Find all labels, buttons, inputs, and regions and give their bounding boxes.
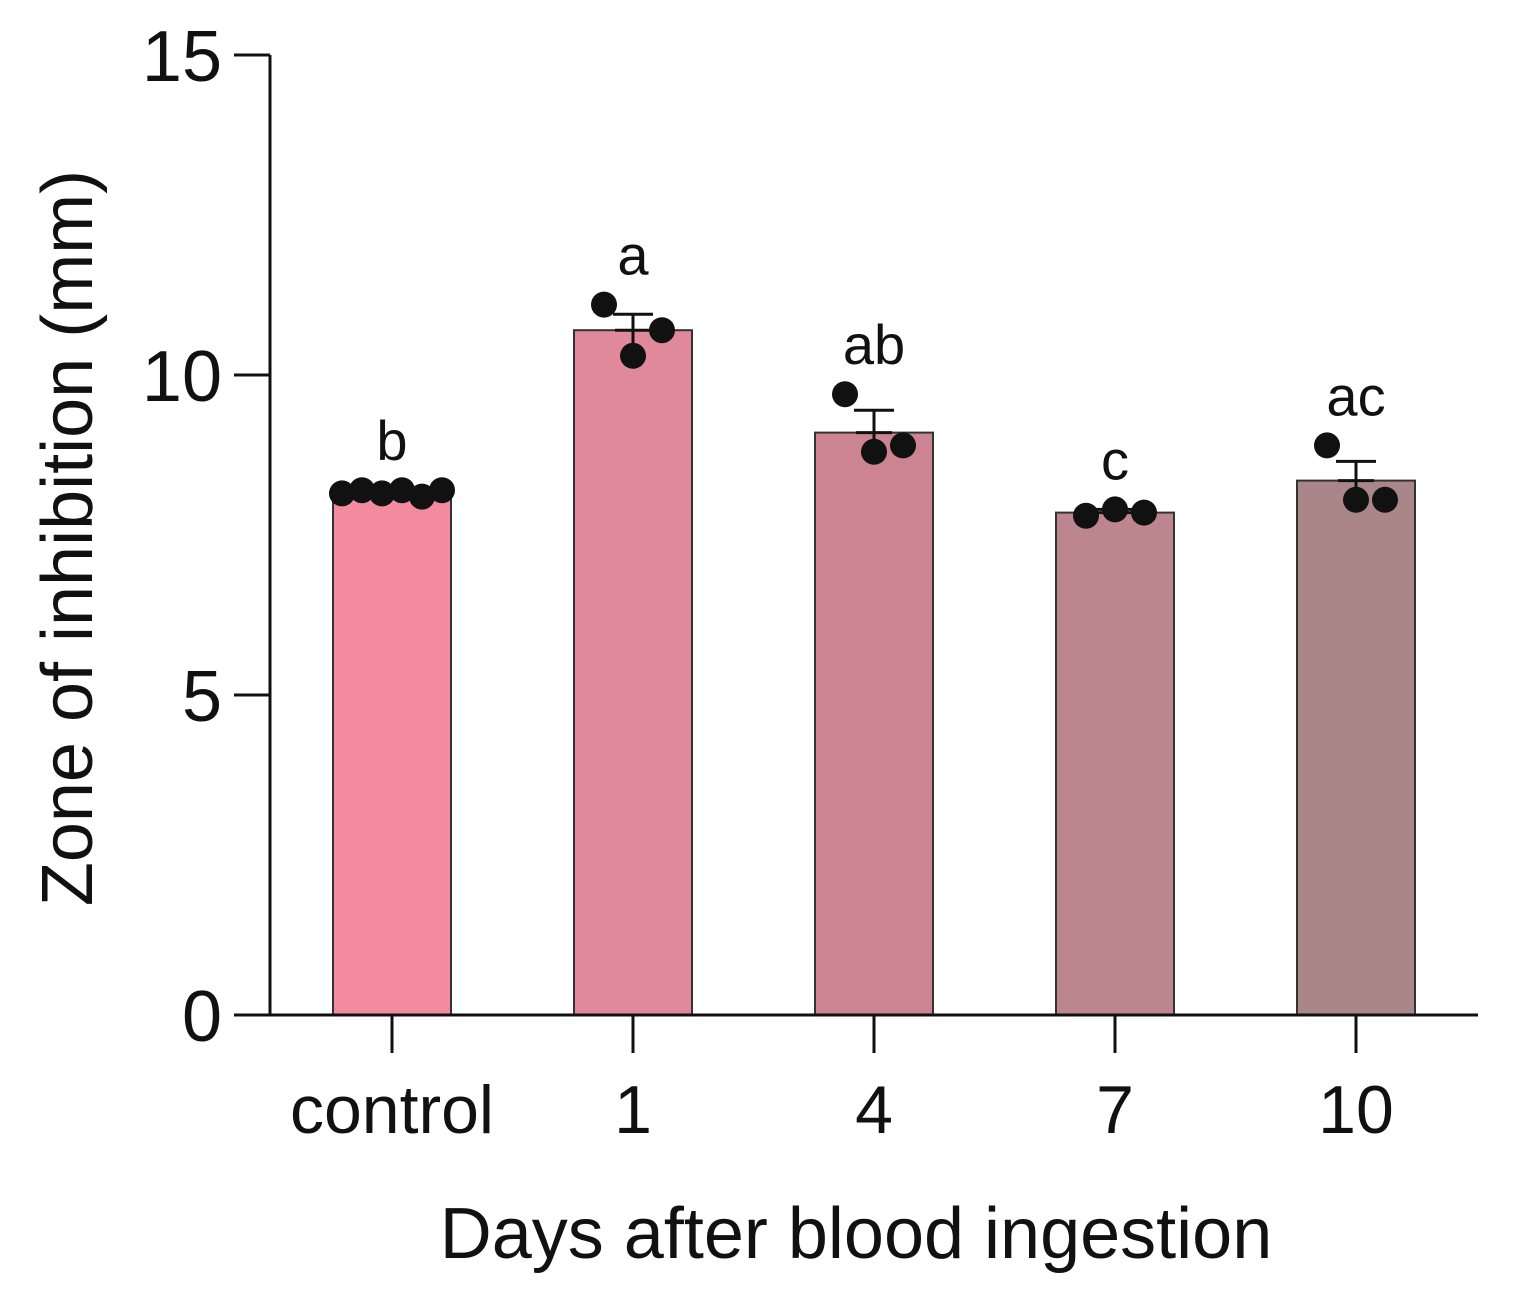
data-point bbox=[861, 438, 887, 465]
bar-7 bbox=[1055, 511, 1175, 1016]
x-axis-title: Days after blood ingestion bbox=[440, 1194, 1273, 1274]
data-point bbox=[329, 480, 355, 507]
data-point bbox=[1073, 502, 1099, 529]
bar-control bbox=[332, 492, 452, 1016]
data-point bbox=[1102, 496, 1128, 523]
x-tick-label: control bbox=[290, 1072, 494, 1148]
data-point bbox=[591, 291, 617, 318]
data-point bbox=[389, 477, 415, 504]
y-axis-title: Zone of inhibition (mm) bbox=[28, 170, 108, 906]
axes bbox=[234, 53, 1478, 1053]
bar-1 bbox=[573, 329, 693, 1016]
y-tick-label: 0 bbox=[182, 977, 222, 1057]
data-point bbox=[1131, 499, 1157, 526]
bar-10 bbox=[1296, 479, 1416, 1017]
data-points bbox=[329, 291, 1398, 529]
significance-letter: b bbox=[376, 409, 407, 472]
y-tick-label: 15 bbox=[142, 17, 222, 97]
data-point bbox=[1372, 486, 1398, 513]
data-point bbox=[1343, 486, 1369, 513]
x-tick-label: 4 bbox=[855, 1072, 893, 1148]
data-point bbox=[369, 480, 395, 507]
y-tick-label: 10 bbox=[142, 337, 222, 417]
data-point bbox=[620, 342, 646, 369]
labels: 0 5 10 15 control 1 4 7 10 b a ab c ac Days after bloo… bbox=[28, 17, 1394, 1274]
data-point bbox=[409, 483, 435, 510]
data-point bbox=[429, 477, 455, 504]
y-tick-label: 5 bbox=[182, 657, 222, 737]
data-point bbox=[349, 477, 375, 504]
data-point bbox=[890, 432, 916, 459]
significance-letter: c bbox=[1101, 428, 1129, 491]
significance-letter: ac bbox=[1326, 364, 1385, 427]
significance-letter: ab bbox=[843, 313, 905, 376]
x-tick-label: 1 bbox=[614, 1072, 652, 1148]
data-point bbox=[649, 317, 675, 344]
significance-letter: a bbox=[617, 224, 649, 287]
data-point bbox=[1314, 432, 1340, 459]
bar-4 bbox=[814, 431, 934, 1017]
x-tick-label: 10 bbox=[1318, 1072, 1394, 1148]
x-tick-label: 7 bbox=[1096, 1072, 1134, 1148]
data-point bbox=[832, 381, 858, 408]
